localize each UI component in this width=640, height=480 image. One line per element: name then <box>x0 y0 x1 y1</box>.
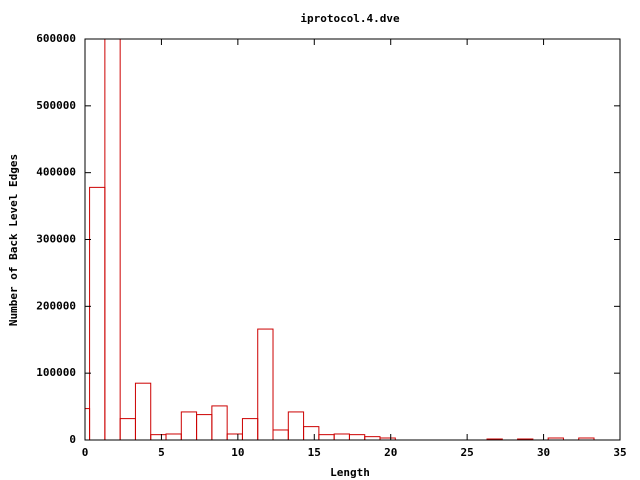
bar <box>287 411 305 440</box>
x-axis-label: Length <box>330 466 370 479</box>
y-tick-label: 100000 <box>36 366 76 379</box>
x-tick-label: 15 <box>308 446 321 459</box>
y-tick-label: 200000 <box>36 299 76 312</box>
bar <box>119 418 136 440</box>
x-tick-label: 10 <box>231 446 244 459</box>
bar <box>150 434 167 440</box>
y-tick-label: 600000 <box>36 32 76 45</box>
bar <box>348 434 366 440</box>
bar <box>85 408 91 440</box>
y-tick-label: 400000 <box>36 166 76 179</box>
bar <box>134 382 152 440</box>
bar <box>241 418 259 440</box>
x-tick-label: 5 <box>158 446 165 459</box>
y-tick-label: 500000 <box>36 99 76 112</box>
bar <box>89 186 106 440</box>
bar <box>364 436 381 440</box>
x-tick-label: 35 <box>613 446 626 459</box>
x-tick-label: 25 <box>461 446 474 459</box>
bar <box>257 328 274 440</box>
bar <box>104 39 121 440</box>
x-tick-label: 30 <box>537 446 550 459</box>
bar <box>272 429 289 440</box>
y-axis-label: Number of Back Level Edges <box>7 154 20 326</box>
plot-frame <box>84 38 621 441</box>
y-tick-label: 0 <box>69 433 76 446</box>
bar <box>303 426 320 440</box>
bar <box>211 405 228 440</box>
y-tick-label: 300000 <box>36 233 76 246</box>
bar <box>226 433 243 440</box>
x-tick-label: 0 <box>82 446 89 459</box>
bars <box>85 39 595 440</box>
bar <box>318 434 335 440</box>
bar <box>333 433 350 440</box>
bar <box>196 414 213 440</box>
chart-title: iprotocol.4.dve <box>300 12 400 25</box>
x-tick-label: 20 <box>384 446 397 459</box>
bar <box>165 433 182 440</box>
bar <box>180 411 198 440</box>
